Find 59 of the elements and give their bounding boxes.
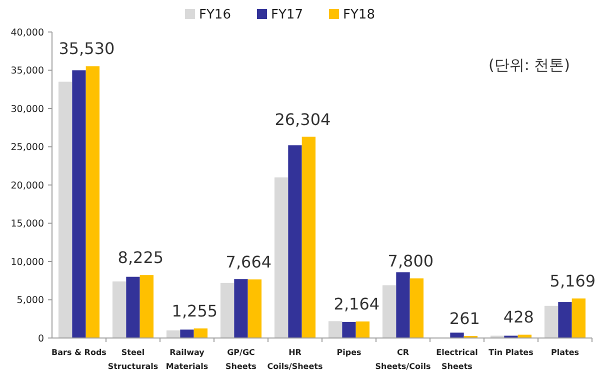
bar — [140, 275, 154, 338]
bar — [166, 330, 180, 338]
data-label: 8,225 — [118, 248, 164, 268]
x-tick-label: GP/GC Sheets — [226, 348, 257, 371]
x-tick-label: Tin Plates — [488, 348, 534, 357]
bar — [544, 306, 558, 338]
bar — [302, 136, 316, 338]
data-label: 7,664 — [226, 252, 272, 272]
legend-label: FY16 — [199, 8, 231, 23]
y-tick-label: 10,000 — [10, 256, 44, 268]
y-tick-label: 15,000 — [10, 218, 44, 230]
data-label: 5,169 — [550, 271, 596, 290]
bar — [572, 298, 586, 338]
legend-label: FY17 — [271, 8, 303, 23]
bar — [342, 322, 356, 338]
y-tick-label: 30,000 — [10, 104, 44, 115]
bar — [126, 276, 140, 338]
bar — [274, 177, 288, 338]
bar — [450, 332, 464, 338]
bar — [248, 279, 262, 338]
x-tick-label: Plates — [550, 348, 580, 357]
y-tick-label: 5,000 — [16, 295, 44, 306]
data-label: 428 — [503, 308, 534, 327]
bar — [328, 321, 342, 338]
y-tick-label: 40,000 — [10, 27, 44, 38]
legend-label: FY18 — [343, 8, 375, 23]
y-tick-label: 35,000 — [10, 66, 44, 77]
bar — [112, 281, 126, 338]
x-tick-label: Steel Structurals — [108, 348, 158, 371]
data-label: 1,255 — [172, 301, 218, 320]
x-tick-label: CR Sheets/Coils — [375, 348, 431, 371]
y-tick-label: 20,000 — [10, 180, 44, 192]
y-tick-label: 0 — [38, 333, 44, 344]
bar — [518, 334, 532, 338]
x-tick-label: Bars & Rods — [52, 348, 107, 357]
bar — [558, 302, 572, 338]
data-label: 7,800 — [388, 251, 434, 270]
x-tick-label: HR Coils/Sheets — [267, 348, 323, 371]
data-label: 26,304 — [274, 110, 331, 129]
bar — [220, 282, 234, 338]
x-tick-label: Electrical Sheets — [436, 348, 478, 371]
data-label: 35,530 — [58, 39, 115, 58]
bar — [86, 66, 100, 338]
bar — [72, 70, 86, 338]
bar — [410, 278, 424, 338]
bar — [234, 279, 248, 338]
bar — [356, 321, 370, 338]
bar — [180, 330, 194, 338]
annotation: (단위: 천톤) — [488, 56, 570, 74]
x-tick-label: Pipes — [336, 348, 362, 357]
bar — [382, 285, 396, 338]
bar — [288, 145, 302, 338]
data-label: 2,164 — [334, 294, 380, 314]
data-label: 261 — [449, 309, 480, 328]
y-tick-label: 25,000 — [10, 142, 44, 154]
x-tick-label: Railway Materials — [166, 348, 208, 371]
bar — [396, 272, 410, 338]
bar — [58, 82, 72, 338]
bar — [194, 328, 208, 338]
